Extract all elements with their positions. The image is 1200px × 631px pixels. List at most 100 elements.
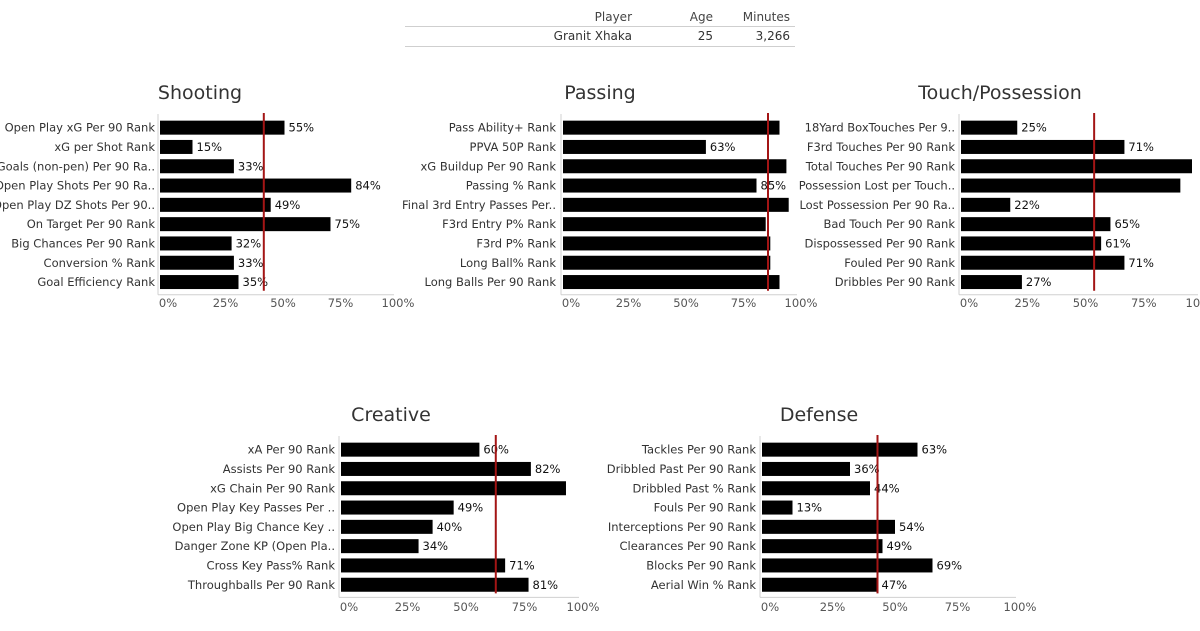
creative-bar	[341, 539, 419, 554]
passing-bar	[563, 236, 771, 251]
touch-possession-bar	[961, 178, 1181, 193]
touch-possession-tick-label: 25%	[1014, 296, 1040, 310]
touch-possession-chart-title: Touch/Possession	[917, 82, 1082, 104]
touch-possession-tick-label: 100%	[1186, 296, 1200, 310]
passing-tick-label: 100%	[785, 296, 818, 310]
passing-bar	[563, 139, 706, 154]
defense-value-label: 44%	[874, 481, 900, 495]
defense-category-label: Dribbled Past Per 90 Rank	[607, 462, 757, 476]
passing-category-label: Final 3rd Entry Passes Per..	[402, 198, 556, 212]
creative-value-label: 81%	[533, 578, 559, 592]
shooting-bar	[160, 178, 352, 193]
passing-category-label: Pass Ability+ Rank	[449, 121, 557, 135]
passing-category-label: F3rd P% Rank	[476, 236, 556, 250]
creative-bar	[341, 481, 566, 496]
creative-bar	[341, 442, 480, 457]
creative-value-label: 49%	[458, 501, 484, 515]
creative-tick-label: 100%	[567, 600, 600, 614]
shooting-value-label: 15%	[197, 140, 223, 154]
defense-tick-label: 50%	[882, 600, 908, 614]
defense-category-label: Dribbled Past % Rank	[632, 481, 756, 495]
shooting-category-label: Big Chances Per 90 Rank	[11, 236, 155, 250]
shooting-bar	[160, 275, 239, 290]
creative-tick-label: 25%	[395, 600, 421, 614]
touch-possession-category-label: Possession Lost per Touch..	[799, 179, 955, 193]
defense-category-label: Tackles Per 90 Rank	[641, 443, 756, 457]
shooting-value-label: 55%	[289, 121, 315, 135]
passing-tick-label: 25%	[616, 296, 642, 310]
shooting-value-label: 32%	[236, 236, 262, 250]
passing-tick-label: 50%	[673, 296, 699, 310]
player-age: 25	[697, 29, 713, 43]
passing-bar	[563, 197, 789, 212]
shooting-value-label: 84%	[355, 179, 381, 193]
shooting-tick-label: 100%	[382, 296, 415, 310]
creative-category-label: xG Chain Per 90 Rank	[210, 481, 335, 495]
shooting-chart-title: Shooting	[158, 82, 242, 104]
passing-category-label: Long Ball% Rank	[460, 256, 556, 270]
shooting-value-label: 33%	[238, 256, 264, 270]
creative-chart-title: Creative	[351, 404, 431, 426]
defense-bar	[762, 442, 918, 457]
defense-category-label: Interceptions Per 90 Rank	[608, 520, 756, 534]
shooting-bar	[160, 255, 234, 270]
passing-tick-label: 0%	[562, 296, 580, 310]
creative-category-label: Danger Zone KP (Open Pla..	[175, 539, 335, 553]
shooting-category-label: Goal Efficiency Rank	[37, 275, 155, 289]
touch-possession-value-label: 65%	[1114, 217, 1140, 231]
creative-bar	[341, 558, 506, 573]
shooting-value-label: 49%	[275, 198, 301, 212]
passing-bar	[563, 255, 771, 270]
defense-bar	[762, 539, 883, 554]
passing-value-label: 85%	[761, 179, 787, 193]
defense-chart-title: Defense	[780, 404, 858, 426]
shooting-value-label: 35%	[243, 275, 269, 289]
shooting-category-label: Conversion % Rank	[44, 256, 156, 270]
touch-possession-value-label: 27%	[1026, 275, 1052, 289]
creative-value-label: 82%	[535, 462, 561, 476]
defense-bar	[762, 519, 895, 534]
touch-possession-bar	[961, 159, 1192, 174]
shooting-category-label: xG per Shot Rank	[54, 140, 155, 154]
player-table-row: Granit Xhaka 25 3,266	[405, 27, 795, 47]
touch-possession-category-label: 18Yard BoxTouches Per 9..	[805, 121, 955, 135]
defense-value-label: 13%	[797, 501, 823, 515]
touch-possession-category-label: Lost Possession Per 90 Ra..	[799, 198, 955, 212]
touch-possession-category-label: F3rd Touches Per 90 Rank	[807, 140, 955, 154]
defense-category-label: Fouls Per 90 Rank	[654, 501, 757, 515]
passing-category-label: Passing % Rank	[466, 179, 557, 193]
defense-tick-label: 100%	[1004, 600, 1037, 614]
shooting-category-label: Open Play DZ Shots Per 90..	[0, 198, 155, 212]
defense-bar	[762, 577, 878, 592]
shooting-tick-label: 25%	[213, 296, 239, 310]
player-table-header: Player Age Minutes	[405, 8, 795, 27]
touch-possession-bar	[961, 217, 1111, 232]
passing-tick-label: 75%	[731, 296, 757, 310]
minutes-column-header: Minutes	[742, 10, 790, 24]
passing-category-label: Long Balls Per 90 Rank	[425, 275, 557, 289]
passing-category-label: xG Buildup Per 90 Rank	[421, 159, 557, 173]
shooting-bar	[160, 120, 285, 135]
passing-bar	[563, 178, 757, 193]
touch-possession-bar	[961, 120, 1018, 135]
touch-possession-tick-label: 75%	[1131, 296, 1157, 310]
shooting-bar	[160, 159, 234, 174]
player-column-header: Player	[594, 10, 632, 24]
touch-possession-category-label: Fouled Per 90 Rank	[844, 256, 955, 270]
defense-value-label: 36%	[854, 462, 880, 476]
creative-tick-label: 75%	[512, 600, 538, 614]
shooting-bar	[160, 139, 193, 154]
shooting-bar	[160, 197, 271, 212]
creative-tick-label: 0%	[340, 600, 358, 614]
touch-possession-tick-label: 50%	[1073, 296, 1099, 310]
creative-category-label: Throughballs Per 90 Rank	[187, 578, 335, 592]
touch-possession-bar	[961, 275, 1022, 290]
passing-chart-title: Passing	[564, 82, 635, 104]
defense-category-label: Aerial Win % Rank	[651, 578, 756, 592]
passing-value-label: 63%	[710, 140, 736, 154]
defense-value-label: 47%	[882, 578, 908, 592]
creative-category-label: xA Per 90 Rank	[248, 443, 336, 457]
creative-value-label: 34%	[423, 539, 449, 553]
creative-category-label: Cross Key Pass% Rank	[207, 558, 336, 572]
defense-value-label: 54%	[899, 520, 925, 534]
